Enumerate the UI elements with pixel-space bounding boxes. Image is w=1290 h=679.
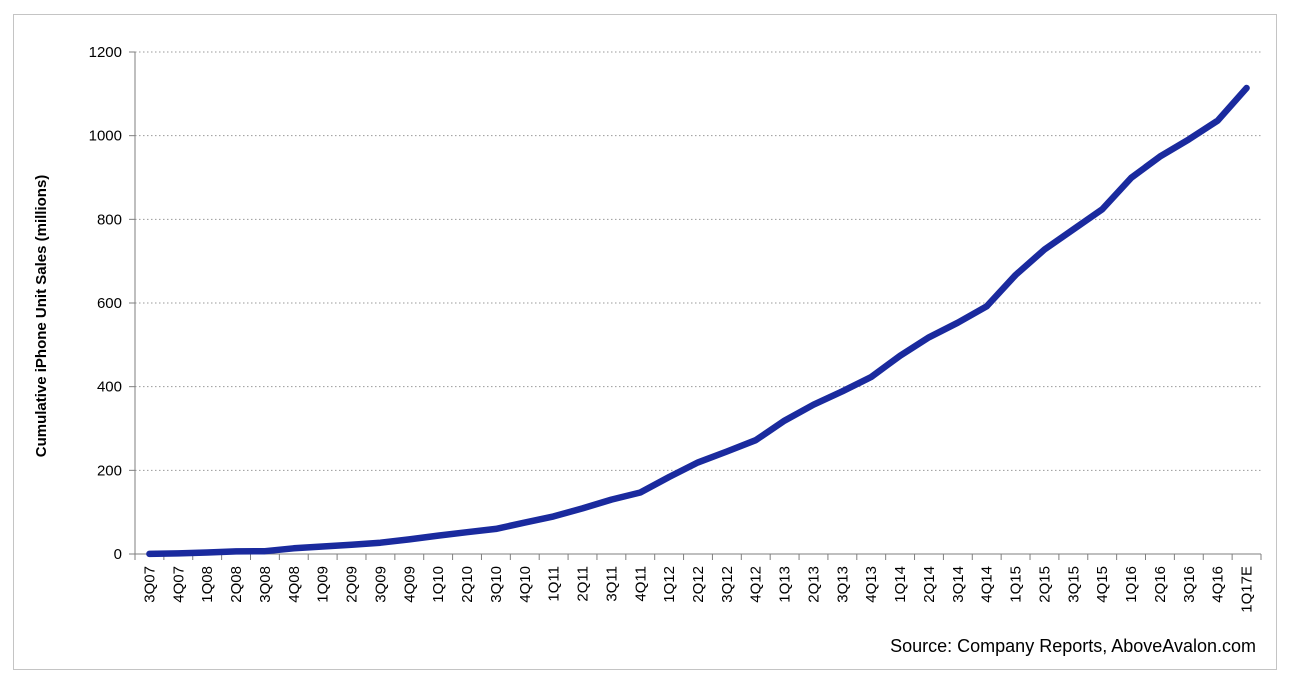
y-tick-label: 800 [97,211,122,228]
x-tick-label: 3Q11 [603,566,620,602]
x-tick-label: 1Q12 [661,566,678,603]
x-tick-label: 2Q15 [1036,566,1053,603]
chart-frame [13,14,1277,670]
x-tick-label: 2Q14 [921,566,938,603]
x-tick-label: 3Q16 [1181,566,1198,603]
x-tick-label: 3Q12 [719,566,736,603]
y-tick-label: 600 [97,295,122,312]
series-line [146,84,1250,558]
x-tick-label: 3Q15 [1065,566,1082,603]
x-tick-label: 1Q13 [777,566,794,603]
y-tick-label: 400 [97,379,122,396]
x-tick-label: 4Q14 [979,566,996,603]
x-tick-label: 4Q09 [401,566,418,603]
y-tick-label: 1000 [89,128,122,145]
y-tick-label: 200 [97,462,122,479]
x-tick-label: 4Q08 [286,566,303,603]
x-tick-label: 3Q09 [372,566,389,603]
y-tick-label: 1200 [89,44,122,61]
x-tick-label: 3Q07 [141,566,158,603]
y-tick-label: 0 [114,546,122,563]
x-tick-label: 4Q07 [170,566,187,603]
x-tick-label: 2Q13 [805,566,822,603]
gridlines [135,51,1261,471]
x-tick-labels: 3Q07 4Q07 1Q08 2Q08 3Q08 4Q08 1Q09 2Q09 3Q09 4Q09… [141,566,1255,613]
x-tick-label: 2Q09 [344,566,361,603]
x-tick-label: 3Q13 [834,566,851,603]
x-tick-label: 2Q16 [1152,566,1169,603]
x-tick-label: 1Q17E [1239,566,1256,613]
x-tick-label: 3Q08 [257,566,274,603]
x-tick-label: 2Q10 [459,566,476,603]
x-tick-label: 3Q14 [950,566,967,603]
axes [129,51,1262,560]
x-tick-label: 1Q14 [892,566,909,603]
x-tick-label: 2Q11 [575,566,592,602]
x-tick-label: 1Q11 [546,566,563,602]
source-note: Source: Company Reports, AboveAvalon.com [890,636,1256,656]
x-tick-label: 4Q10 [517,566,534,603]
x-tick-label: 4Q12 [748,566,765,603]
x-tick-label: 1Q16 [1123,566,1140,603]
x-tick-label: 1Q08 [199,566,216,603]
x-tick-label: 3Q10 [488,566,505,603]
x-tick-label: 4Q11 [632,566,649,602]
x-tick-label: 4Q15 [1094,566,1111,603]
y-axis-label: Cumulative iPhone Unit Sales (millions) [33,175,50,458]
x-tick-label: 2Q12 [690,566,707,603]
x-tick-label: 4Q16 [1210,566,1227,603]
y-tick-labels: 0 200 400 600 800 1000 1200 [89,44,122,563]
x-tick-label: 1Q15 [1008,566,1025,603]
x-tick-label: 2Q08 [228,566,245,603]
x-tick-label: 1Q09 [315,566,332,603]
x-tick-label: 1Q10 [430,566,447,603]
x-tick-label: 4Q13 [863,566,880,603]
